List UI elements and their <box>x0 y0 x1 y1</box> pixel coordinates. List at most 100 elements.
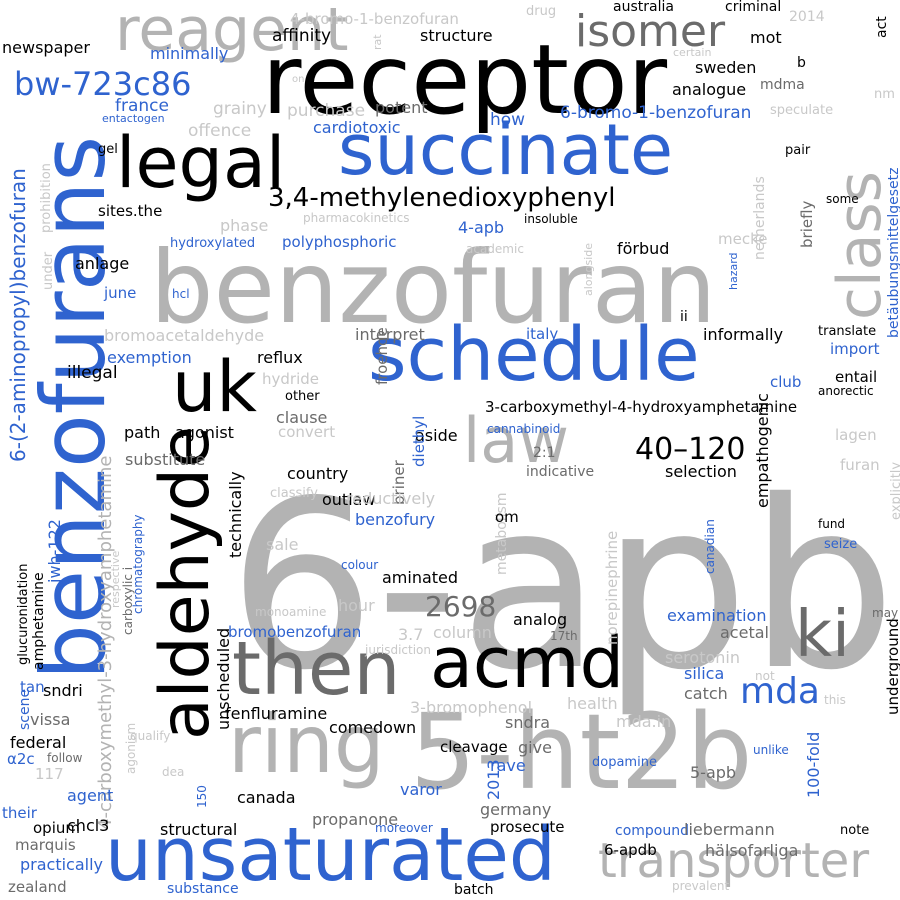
cloud-word: succinate <box>338 109 674 191</box>
cloud-word: cardiotoxic <box>313 118 401 137</box>
cloud-word: ki <box>795 598 850 672</box>
cloud-word: substance <box>167 881 239 897</box>
cloud-word: offence <box>188 121 252 141</box>
cloud-word: bw-723c86 <box>14 65 192 103</box>
cloud-word: jwh-122 <box>45 519 64 583</box>
cloud-word: propanone <box>312 810 399 829</box>
cloud-word: opium <box>33 819 80 837</box>
cloud-word: federal <box>10 733 67 752</box>
cloud-word: column <box>433 623 492 642</box>
cloud-word: zealand <box>8 878 67 896</box>
cloud-word: law <box>463 404 569 477</box>
cloud-word: ii <box>680 309 688 325</box>
cloud-word: practically <box>20 855 104 874</box>
cloud-word: sndri <box>43 681 83 700</box>
cloud-word: not <box>755 669 775 683</box>
cloud-word: entail <box>835 368 878 386</box>
cloud-word: om <box>495 508 519 526</box>
cloud-word: structure <box>420 26 493 45</box>
cloud-word: interpret <box>355 325 425 344</box>
cloud-word: rat <box>371 34 384 50</box>
cloud-word: exemption <box>107 348 192 367</box>
cloud-word: batch <box>454 882 494 898</box>
cloud-word: criminal <box>725 0 782 15</box>
cloud-word: vissa <box>30 710 71 729</box>
cloud-word: 40–120 <box>635 432 746 467</box>
cloud-word: transporter <box>598 833 870 889</box>
cloud-word: underground <box>884 618 900 715</box>
cloud-word: france <box>115 96 169 116</box>
cloud-word: insoluble <box>524 212 578 226</box>
cloud-word: dopamine <box>592 755 657 770</box>
cloud-word: benzofury <box>355 510 436 529</box>
cloud-word: 3.7 <box>398 625 424 644</box>
cloud-word: outlaw <box>322 490 376 509</box>
cloud-word: chcl3 <box>67 816 110 835</box>
cloud-word: ring <box>228 698 385 791</box>
cloud-word: 2014 <box>789 9 825 25</box>
cloud-word: minimally <box>150 44 229 63</box>
cloud-word: 100-fold <box>804 731 823 798</box>
cloud-word: import <box>830 340 880 358</box>
cloud-word: 117 <box>35 765 64 783</box>
cloud-word: grainy <box>213 99 267 119</box>
cloud-word: prosecute <box>490 818 565 836</box>
cloud-word: agent <box>67 786 114 805</box>
cloud-word: aminated <box>382 568 459 587</box>
cloud-word: affinity <box>272 26 332 46</box>
cloud-word: 6-bromo-1-benzofuran <box>560 103 752 123</box>
cloud-word: canadian <box>703 519 717 574</box>
cloud-word: fenfluramine <box>225 704 328 723</box>
cloud-word: 3-carboxymethyl-4-hydroxyamphetamine <box>485 398 798 416</box>
cloud-word: speculate <box>770 103 834 118</box>
cloud-word: comedown <box>329 718 417 737</box>
cloud-word: sweden <box>695 58 757 77</box>
cloud-word: bromoacetaldehyde <box>104 326 265 345</box>
cloud-word: isomer <box>575 6 726 57</box>
cloud-word: glucuronidation <box>16 563 31 665</box>
cloud-word: briefly <box>798 200 816 248</box>
cloud-word: gel <box>98 142 118 157</box>
cloud-word: moreover <box>375 821 433 835</box>
cloud-word: under <box>41 251 56 290</box>
cloud-word: selection <box>665 462 737 481</box>
cloud-word: sites.the <box>98 202 163 220</box>
cloud-word: italy <box>526 325 559 343</box>
cloud-word: australia <box>613 0 674 15</box>
cloud-word: 3-bromophenol <box>410 698 533 717</box>
cloud-word: informally <box>703 325 784 344</box>
cloud-word: 2698 <box>425 590 497 623</box>
cloud-word: froehde <box>373 327 391 385</box>
cloud-word: furan <box>840 456 880 474</box>
cloud-word: some <box>826 192 859 206</box>
cloud-word: purchase <box>287 101 366 121</box>
cloud-word: their <box>2 804 37 822</box>
cloud-word: mot <box>750 28 782 47</box>
cloud-word: prevalent <box>672 879 730 893</box>
cloud-word: technically <box>226 471 245 558</box>
cloud-word: reductively <box>346 489 436 508</box>
cloud-word: 17th <box>550 629 578 643</box>
cloud-word: indicative <box>526 464 595 480</box>
cloud-word: illegal <box>67 363 118 383</box>
cloud-word: förbud <box>617 239 670 258</box>
cloud-word: rave <box>490 756 526 775</box>
cloud-word: hydroxylated <box>170 236 256 251</box>
cloud-word: health <box>567 694 618 713</box>
cloud-word: mecke <box>718 230 768 248</box>
cloud-word: 6-apdb <box>604 841 657 859</box>
cloud-word: serotonin <box>665 648 740 667</box>
cloud-word: sale <box>266 535 299 554</box>
cloud-word: follow <box>47 751 83 765</box>
cloud-word: club <box>770 373 802 391</box>
cloud-word: analogue <box>672 80 747 99</box>
cloud-word: legal <box>116 122 286 204</box>
cloud-word: hcl <box>172 287 190 301</box>
cloud-word: pair <box>785 143 811 158</box>
cloud-word: other <box>285 389 320 404</box>
cloud-word: 150 <box>195 785 209 808</box>
cloud-word: drug <box>526 4 557 19</box>
cloud-word: how <box>490 110 526 130</box>
cloud-word: hydride <box>262 370 319 388</box>
